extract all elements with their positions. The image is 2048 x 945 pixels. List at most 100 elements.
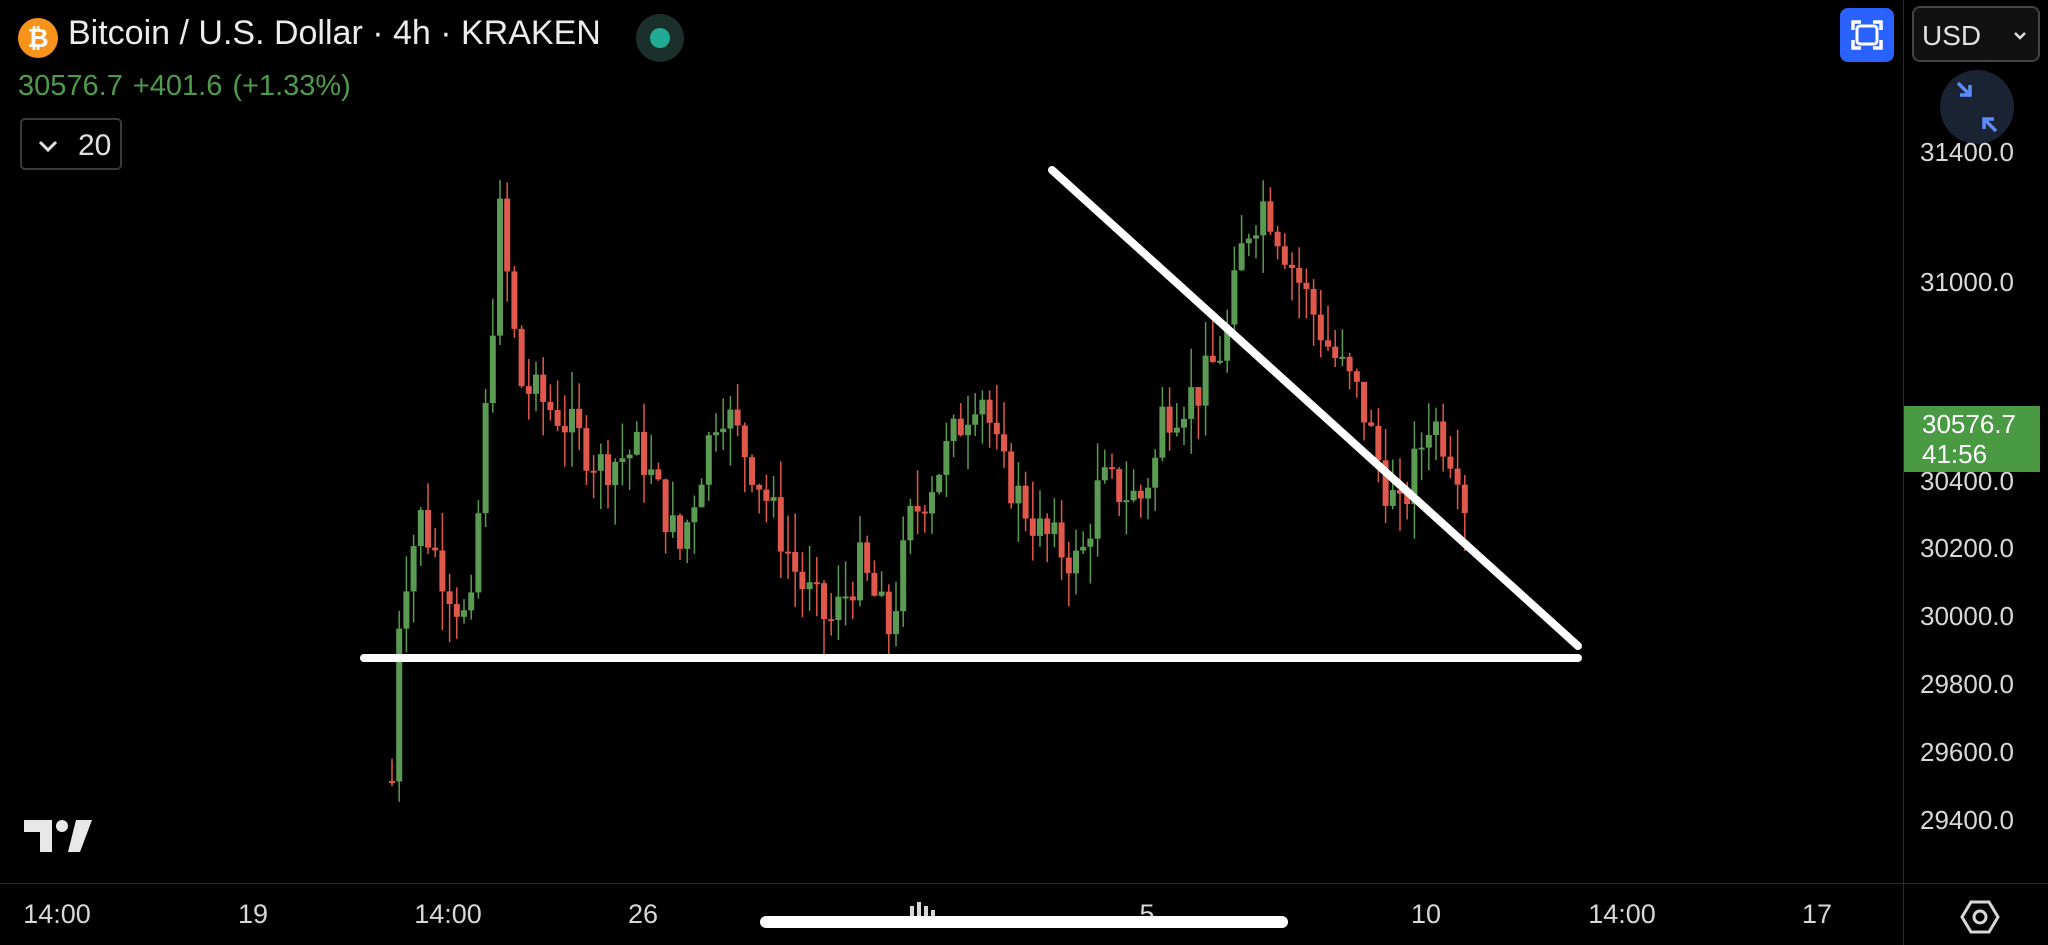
candle-body — [770, 497, 777, 501]
candle-body — [677, 515, 683, 549]
candle-body — [468, 592, 475, 611]
candle-body — [1173, 427, 1180, 433]
symbol-title[interactable]: Bitcoin / U.S. Dollar · 4h · KRAKEN — [68, 14, 601, 52]
candle-body — [1073, 550, 1079, 574]
candle-body — [914, 505, 921, 512]
x-tick-label: 14:00 — [23, 899, 91, 929]
candle-body — [1058, 522, 1065, 558]
candle-body — [1159, 406, 1166, 458]
candle-body — [1137, 490, 1144, 499]
candle-body — [439, 550, 446, 592]
candle-body — [741, 425, 748, 458]
candle-body — [972, 414, 979, 425]
candle-body — [619, 458, 626, 462]
candle-body — [425, 510, 431, 548]
candle-body — [410, 546, 417, 592]
x-tick-label: 14:00 — [1588, 899, 1656, 929]
candle-body — [713, 432, 719, 436]
candle-body — [417, 510, 424, 547]
candle-body — [821, 583, 827, 620]
candle-body — [849, 596, 856, 601]
candle-body — [1353, 371, 1360, 382]
candle-body — [1253, 235, 1259, 239]
candle-body — [1087, 538, 1094, 547]
candle-body — [533, 374, 539, 394]
settings-hex-icon[interactable] — [1960, 897, 2000, 937]
candle-body — [612, 461, 619, 486]
candle-body — [1433, 421, 1439, 436]
candle-body — [1397, 490, 1403, 494]
candle-body — [871, 572, 878, 596]
y-tick-label: 31400.0 — [1920, 137, 2014, 167]
chart-handle-icon — [910, 902, 935, 918]
collapse-button[interactable] — [1940, 70, 2014, 144]
candle-body — [525, 386, 532, 394]
candle-body — [957, 418, 964, 436]
candlestick-chart[interactable] — [0, 0, 1903, 883]
candle-body — [453, 604, 460, 617]
candle-body — [1181, 418, 1187, 428]
candle-body — [864, 542, 871, 573]
descending-trendline[interactable] — [1048, 166, 1582, 650]
indicators-toggle[interactable]: 20 — [20, 118, 122, 170]
candle-body — [1317, 314, 1324, 341]
candle-body — [1310, 289, 1317, 315]
candle-body — [1145, 487, 1151, 499]
bar-countdown: 41:56 — [1922, 439, 1988, 469]
candle-body — [900, 540, 907, 612]
candle-body — [1231, 270, 1238, 325]
candle-body — [1382, 460, 1389, 506]
candle-body — [1123, 500, 1130, 503]
candle-body — [1281, 246, 1288, 265]
currency-select[interactable]: USD — [1912, 6, 2040, 62]
home-indicator-bar[interactable] — [760, 916, 1288, 928]
candle-body — [1346, 356, 1353, 372]
candle-body — [554, 410, 561, 426]
candle-body — [540, 374, 547, 402]
indicator-count: 20 — [78, 129, 112, 162]
candle-body — [1332, 346, 1339, 359]
candle-body — [1267, 201, 1274, 232]
candle-body — [1202, 355, 1209, 406]
candle-body — [569, 408, 575, 433]
candle-body — [857, 542, 863, 601]
candle-body — [583, 428, 590, 471]
candle-body — [1188, 387, 1195, 419]
candle-body — [1109, 467, 1115, 470]
candle-body — [929, 492, 935, 514]
expand-button[interactable] — [1840, 8, 1894, 62]
candle-body — [813, 582, 820, 585]
candle-body — [1094, 480, 1101, 539]
candle-body — [511, 271, 518, 329]
candle-body — [396, 628, 403, 782]
candle-body — [785, 551, 791, 554]
candle-body — [446, 591, 453, 605]
candle-body — [1130, 490, 1137, 501]
candle-body — [1001, 434, 1007, 452]
candle-body — [1274, 231, 1281, 247]
candle-body — [669, 515, 676, 533]
candle-body — [893, 611, 899, 635]
candle-body — [633, 431, 640, 455]
price-change: +401.6 — [132, 70, 223, 102]
candle-body — [403, 591, 410, 629]
candle-body — [1425, 435, 1432, 448]
candle-body — [1008, 451, 1015, 504]
candle-body — [828, 619, 835, 622]
candle-body — [1152, 457, 1159, 488]
candle-body — [965, 424, 971, 436]
candle-body — [835, 596, 842, 621]
candle-body — [1411, 448, 1418, 505]
x-tick-label: 19 — [237, 899, 269, 929]
candle-body — [1447, 456, 1454, 469]
candle-body — [1238, 243, 1245, 271]
price-change-pct: (+1.33%) — [232, 70, 351, 102]
x-tick-label: 10 — [1410, 899, 1442, 929]
candle-body — [943, 441, 950, 475]
candle-body — [1029, 518, 1036, 536]
candle-body — [921, 511, 928, 514]
candle-body — [799, 571, 806, 590]
y-tick-label: 31000.0 — [1920, 267, 2014, 297]
candle-body — [720, 428, 727, 433]
candle-body — [497, 198, 503, 336]
